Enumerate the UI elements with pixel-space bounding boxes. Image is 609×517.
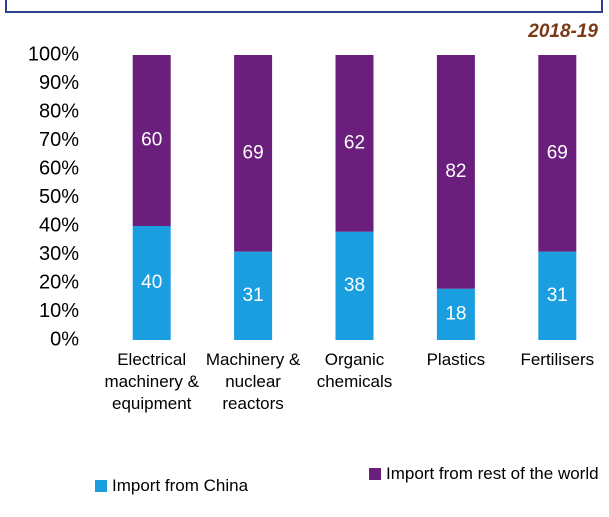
data-label: 31 [243, 285, 264, 306]
data-label: 62 [344, 132, 365, 153]
data-label: 38 [344, 275, 365, 296]
y-tick-label: 50% [39, 186, 79, 208]
x-tick-label: Electrical machinery & equipment [104, 350, 199, 413]
legend-swatch [95, 480, 107, 492]
bar-segment [436, 288, 475, 340]
y-tick-label: 90% [39, 72, 79, 94]
x-tick-label: Fertilisers [520, 350, 595, 369]
bar-segment [234, 251, 273, 340]
data-label: 60 [141, 130, 162, 151]
x-tick-label: Plastics [426, 350, 486, 369]
bar-segment [335, 55, 374, 232]
y-tick-label: 0% [50, 328, 79, 350]
y-tick-label: 100% [28, 43, 79, 65]
y-tick-label: 40% [39, 214, 79, 236]
y-tick-label: 60% [39, 157, 79, 179]
header-frame [5, 0, 603, 13]
y-tick-label: 30% [39, 243, 79, 265]
chart-subtitle: 2018-19 [527, 21, 598, 42]
x-tick-label: Organic chemicals [316, 350, 393, 391]
y-tick-label: 70% [39, 129, 79, 151]
bar-segment [234, 55, 273, 252]
legend-label: Import from rest of the world [386, 464, 599, 483]
data-label: 82 [445, 161, 466, 182]
bar-segment [538, 251, 577, 340]
legend-label: Import from China [112, 476, 249, 495]
y-tick-label: 20% [39, 271, 79, 293]
data-label: 31 [547, 285, 568, 306]
bar-segment [335, 231, 374, 340]
legend-swatch [369, 468, 381, 480]
y-tick-label: 10% [39, 300, 79, 322]
data-label: 69 [547, 142, 568, 163]
bar-segment [132, 226, 171, 340]
bar-segment [132, 55, 171, 226]
data-label: 69 [243, 142, 264, 163]
data-label: 18 [445, 303, 466, 324]
data-label: 40 [141, 272, 162, 293]
bar-segment [538, 55, 577, 252]
y-tick-label: 80% [39, 100, 79, 122]
bar-segment [436, 55, 475, 289]
x-tick-label: Machinery & nuclear reactors [205, 350, 301, 413]
